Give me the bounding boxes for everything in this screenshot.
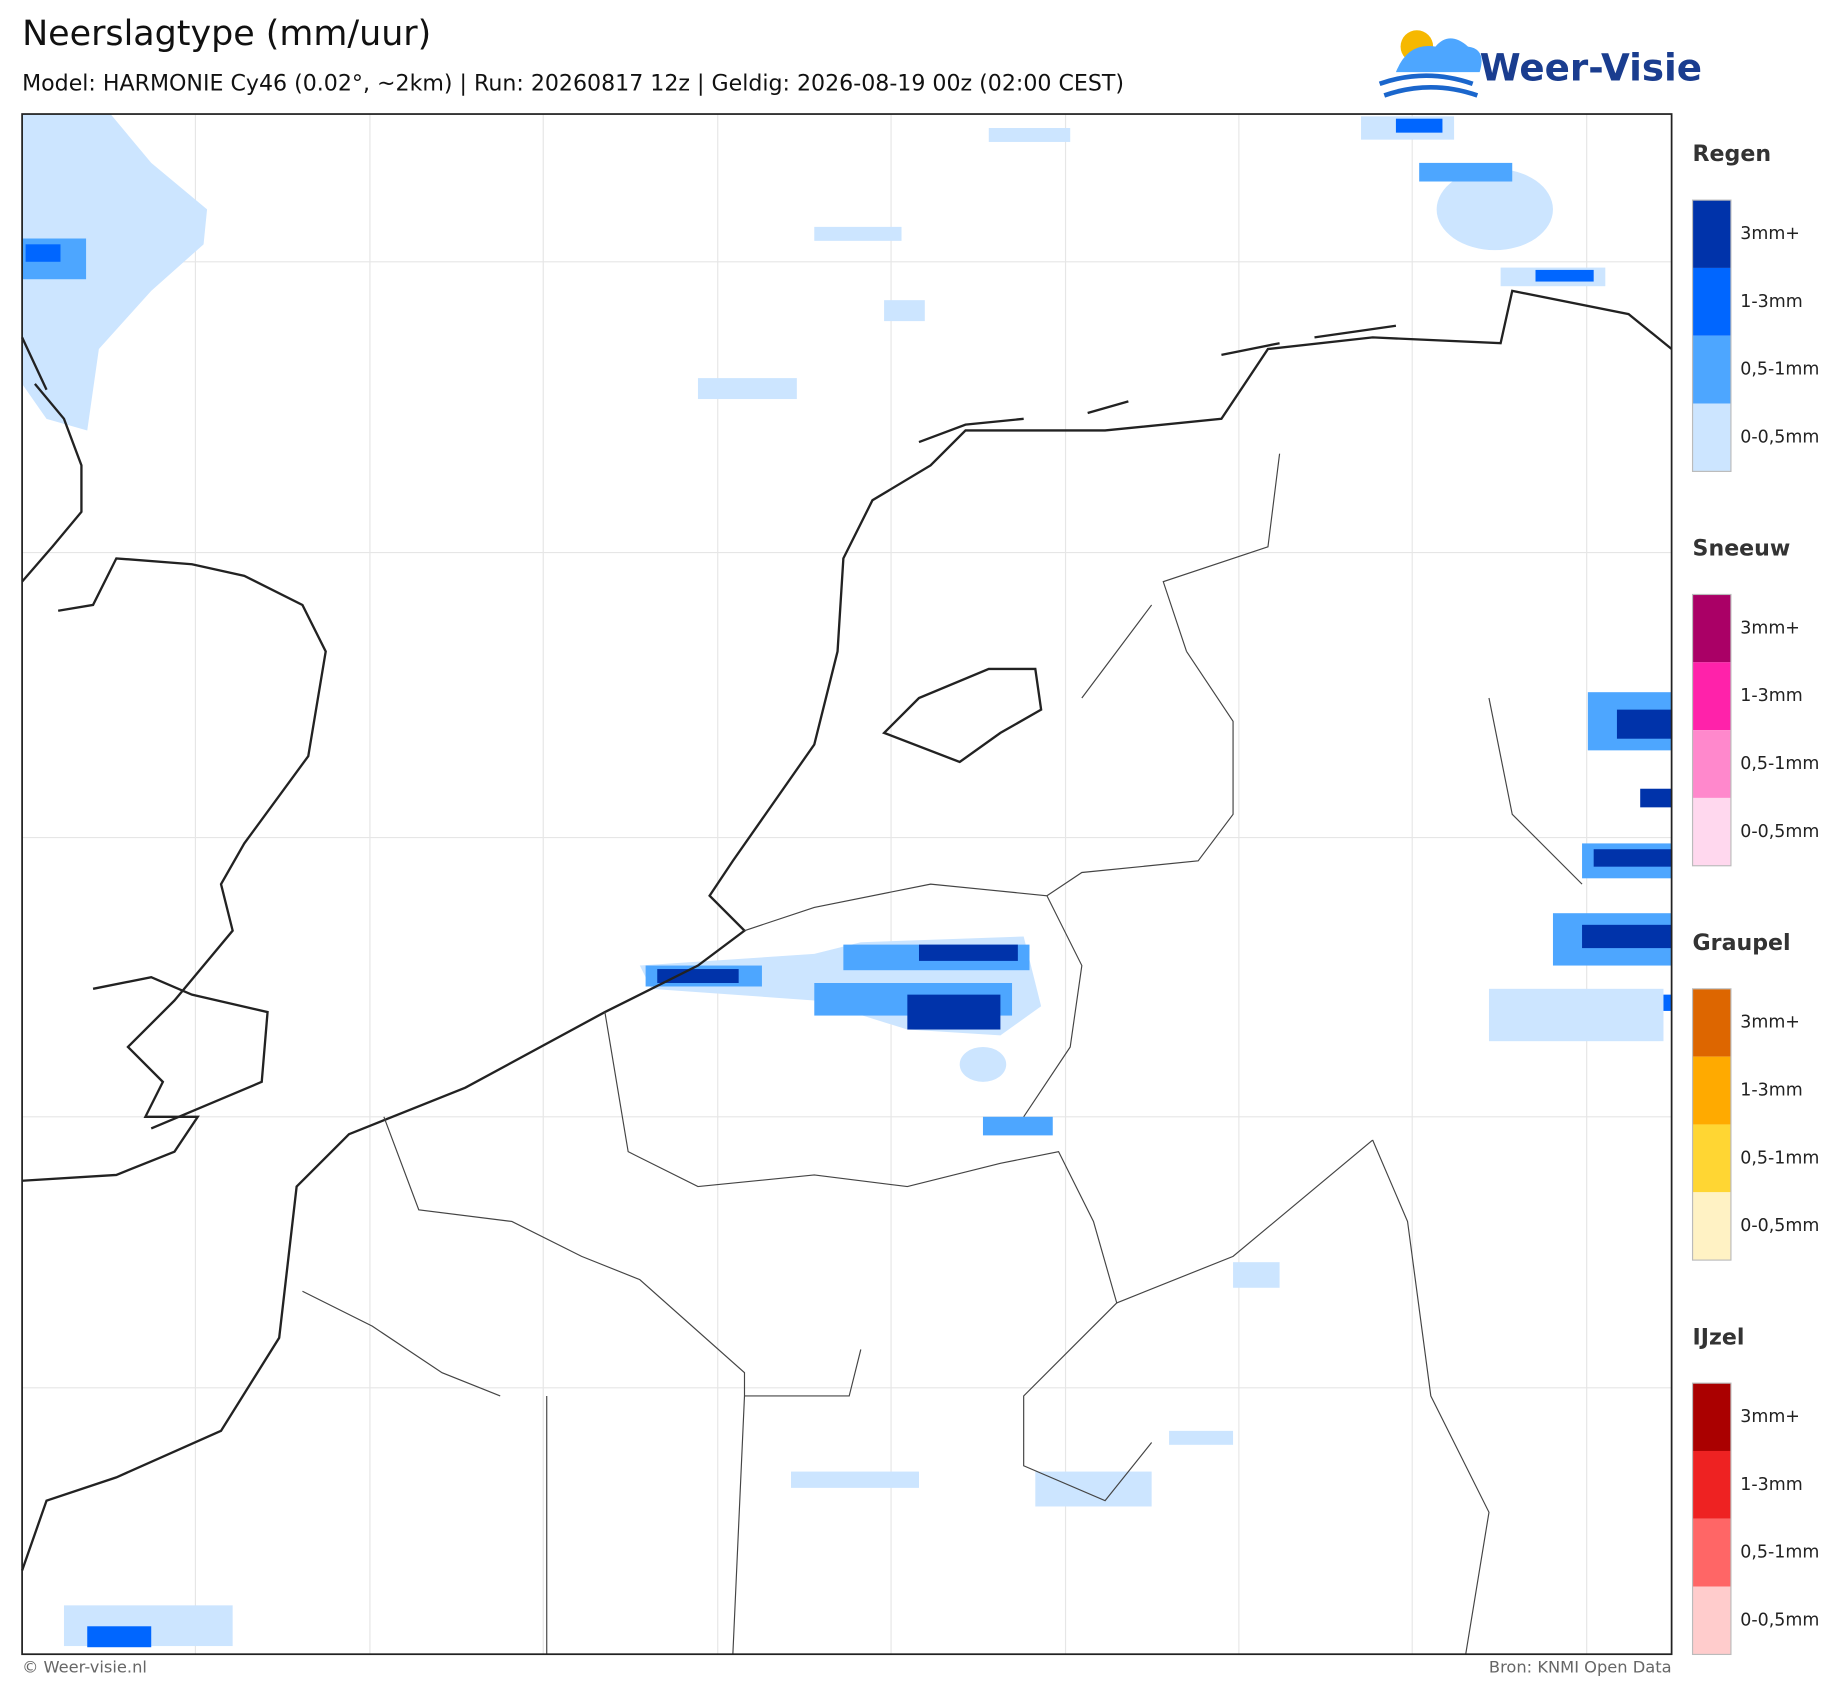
footer-source: Bron: KNMI Open Data xyxy=(1489,1658,1672,1677)
legend-label: 0-0,5mm xyxy=(1740,427,1819,447)
legend-box xyxy=(1691,593,1732,867)
legend-title: Sneeuw xyxy=(1693,536,1791,562)
legend-swatch xyxy=(1692,1383,1731,1451)
legend-label: 0,5-1mm xyxy=(1740,1543,1819,1563)
legend-label: 3mm+ xyxy=(1740,618,1800,638)
legend-label: 0-0,5mm xyxy=(1740,822,1819,842)
legend-label: 3mm+ xyxy=(1740,1407,1800,1427)
title: Neerslagtype (mm/uur) xyxy=(22,14,431,54)
legend-box xyxy=(1691,988,1732,1261)
legend-swatch xyxy=(1692,1518,1731,1587)
legend-swatch xyxy=(1692,267,1731,336)
legend-label: 3mm+ xyxy=(1740,224,1800,244)
legend-box xyxy=(1691,199,1732,472)
map-background xyxy=(22,114,1672,1655)
legend: Regen 3mm+ 1-3mm 0,5-1mm 0-0,5mm Sneeuw 3mm+ 1-… xyxy=(1691,141,1819,1656)
legend-swatch xyxy=(1692,797,1731,866)
map xyxy=(21,113,1673,1656)
legend-box xyxy=(1691,1382,1732,1656)
legend-swatch xyxy=(1692,988,1731,1057)
footer-credit: © Weer-visie.nl xyxy=(22,1658,147,1677)
legend-label: 1-3mm xyxy=(1740,292,1802,312)
subtitle: Model: HARMONIE Cy46 (0.02°, ~2km) | Run… xyxy=(22,70,1124,96)
legend-swatch xyxy=(1692,403,1731,472)
legend-label: 0-0,5mm xyxy=(1740,1611,1819,1631)
logo-text: Weer-Visie xyxy=(1480,45,1702,89)
map-frame xyxy=(21,113,1673,1656)
legend-title: Graupel xyxy=(1693,930,1791,956)
legend-swatch xyxy=(1692,594,1731,663)
legend-label: 1-3mm xyxy=(1740,1081,1802,1101)
logo: Weer-Visie xyxy=(1378,30,1702,98)
legend-swatch xyxy=(1692,200,1731,268)
legend-label: 0,5-1mm xyxy=(1740,1148,1819,1168)
legend-swatch xyxy=(1692,335,1731,404)
legend-label: 1-3mm xyxy=(1740,1475,1802,1495)
legend-label: 0-0,5mm xyxy=(1740,1216,1819,1236)
legend-label: 1-3mm xyxy=(1740,686,1802,706)
legend-title: IJzel xyxy=(1693,1324,1745,1350)
legend-swatch xyxy=(1692,730,1731,798)
legend-swatch xyxy=(1692,1192,1731,1261)
precipitation xyxy=(22,114,1672,1648)
legend-label: 3mm+ xyxy=(1740,1013,1800,1033)
legend-swatch xyxy=(1692,662,1731,731)
legend-label: 0,5-1mm xyxy=(1740,754,1819,774)
legend-label: 0,5-1mm xyxy=(1740,360,1819,380)
coastlines xyxy=(21,289,1673,1571)
legend-swatch xyxy=(1692,1056,1731,1125)
borders xyxy=(302,453,1583,1655)
legend-swatch xyxy=(1692,1124,1731,1193)
legend-swatch xyxy=(1692,1586,1731,1655)
legend-title: Regen xyxy=(1693,141,1772,167)
legend-swatch xyxy=(1692,1450,1731,1519)
